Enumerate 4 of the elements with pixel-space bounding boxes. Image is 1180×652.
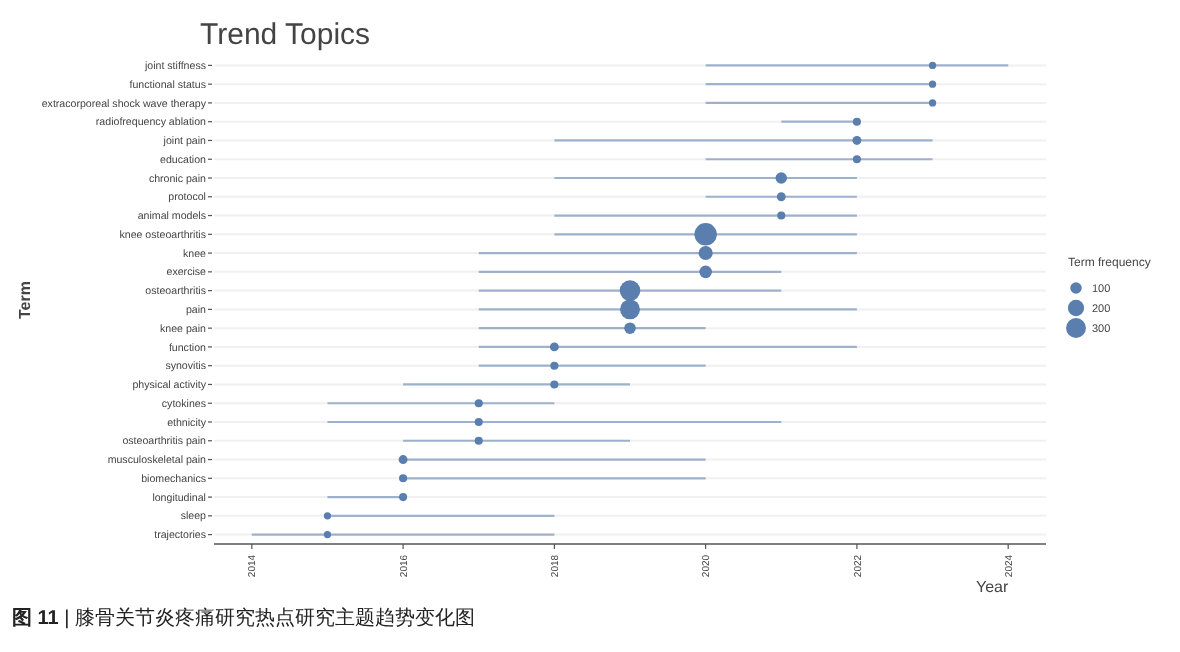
- y-axis-title: Term: [16, 281, 34, 319]
- text: 图 11 | 膝骨关节炎疼痛研究热点研究主题趋势变化图: [12, 606, 476, 630]
- chart-title: Trend Topics: [200, 18, 371, 52]
- x-axis-title: Year: [976, 578, 1009, 596]
